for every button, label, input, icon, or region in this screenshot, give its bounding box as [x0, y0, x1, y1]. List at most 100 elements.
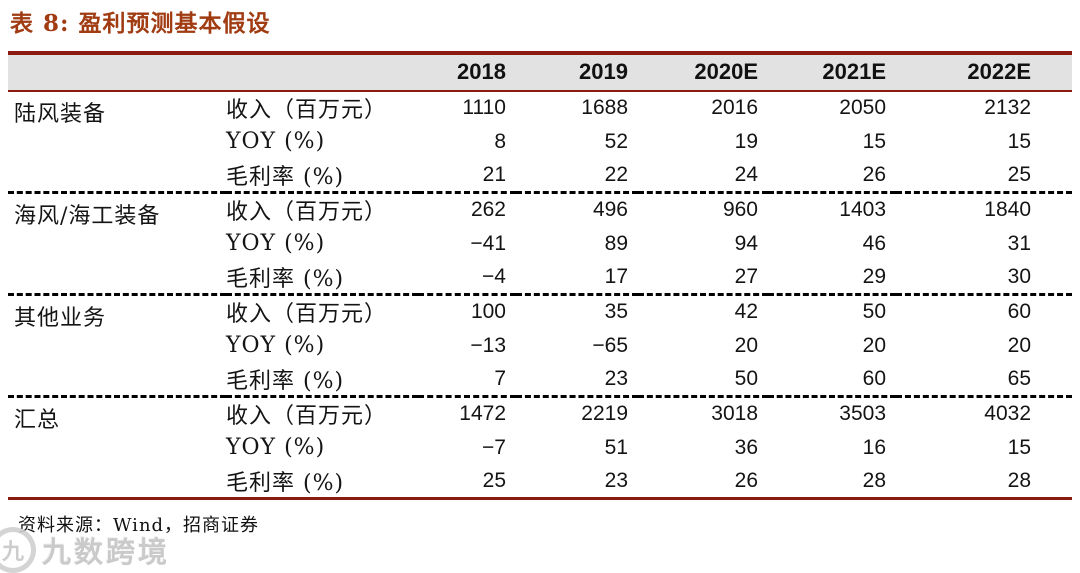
value-cell: 16	[862, 435, 886, 459]
value-cell: 100	[418, 293, 516, 329]
value-cell: 22	[604, 162, 628, 186]
segment-column-header	[8, 52, 226, 92]
table-row: 海风/海工装备 收入（百万元） 262 496 960 1403 1840	[8, 191, 1072, 295]
value-cell: 52	[604, 129, 628, 153]
table-row: 毛利率 (%) 25 23 26 28 28	[8, 465, 1072, 499]
segment-label: 陆风装备	[14, 101, 107, 127]
value-cell: 19	[734, 129, 758, 153]
metric-label: 毛利率 (%)	[226, 368, 345, 394]
value-cell: 2132	[984, 96, 1031, 120]
value-cell: 26	[734, 468, 758, 492]
table-title: 表 8: 盈利预测基本假设	[10, 10, 271, 37]
value-cell: 1403	[768, 191, 896, 227]
value-cell: 25	[1007, 162, 1031, 186]
value-cell: 15	[1007, 129, 1031, 153]
metric-label: 收入（百万元）	[226, 191, 418, 227]
table-row: YOY (%) 8 52 19 15 15	[8, 125, 1072, 159]
table-row: 陆风装备 收入（百万元） 1110 1688 2016 2050 2132	[8, 91, 1072, 127]
value-cell: 20	[862, 333, 886, 357]
metric-label: 收入（百万元）	[226, 98, 388, 124]
value-cell: 60	[896, 293, 1072, 329]
table-row: YOY (%) −7 51 36 16 15	[8, 431, 1072, 465]
value-cell: 60	[862, 366, 886, 390]
value-cell: 3018	[638, 395, 768, 431]
year-column-header: 2019	[516, 52, 638, 92]
value-cell: 1472	[418, 395, 516, 431]
table-body: 陆风装备 收入（百万元） 1110 1688 2016 2050 2132 YOY (%) 8 5…	[8, 91, 1072, 499]
year-column-header: 2022E	[896, 52, 1072, 92]
value-cell: −65	[592, 333, 628, 357]
metric-label: YOY (%)	[226, 129, 326, 155]
value-cell: 94	[734, 231, 758, 255]
metric-column-header	[226, 52, 418, 92]
value-cell: 1840	[896, 191, 1072, 227]
value-cell: 29	[862, 264, 886, 288]
value-cell: −41	[470, 231, 506, 255]
value-cell: 28	[1007, 468, 1031, 492]
value-cell: 262	[418, 191, 516, 227]
value-cell: 42	[638, 293, 768, 329]
value-cell: 2219	[516, 395, 638, 431]
year-column-header: 2018	[418, 52, 516, 92]
value-cell: 17	[604, 264, 628, 288]
metric-label: 收入（百万元）	[226, 293, 418, 329]
value-cell: 51	[604, 435, 628, 459]
table-row: 毛利率 (%) 21 22 24 26 25	[8, 159, 1072, 193]
value-cell: 25	[482, 468, 506, 492]
metric-label: YOY (%)	[226, 333, 326, 359]
metric-label: 毛利率 (%)	[226, 266, 345, 292]
metric-label: YOY (%)	[226, 231, 326, 257]
value-cell: 23	[604, 366, 628, 390]
table-row: YOY (%) −41 89 94 46 31	[8, 227, 1072, 261]
value-cell: 4032	[896, 395, 1072, 431]
value-cell: 65	[1007, 366, 1031, 390]
table-row: 汇总 收入（百万元） 1472 2219 3018 3503 4032	[8, 395, 1072, 499]
value-cell: 27	[734, 264, 758, 288]
table-row: 其他业务 收入（百万元） 100 35 42 50 60	[8, 293, 1072, 397]
value-cell: 50	[768, 293, 896, 329]
header-row: 2018 2019 2020E 2021E 2022E	[8, 52, 1072, 92]
metric-label: YOY (%)	[226, 435, 326, 461]
value-cell: 20	[1007, 333, 1031, 357]
value-cell: 24	[734, 162, 758, 186]
value-cell: 960	[638, 191, 768, 227]
value-cell: 15	[1007, 435, 1031, 459]
value-cell: 2050	[839, 96, 886, 120]
value-cell: 8	[494, 129, 506, 153]
value-cell: 21	[482, 162, 506, 186]
value-cell: 89	[604, 231, 628, 255]
segment-label: 海风/海工装备	[8, 191, 226, 295]
metric-label: 毛利率 (%)	[226, 164, 345, 190]
value-cell: 36	[734, 435, 758, 459]
value-cell: 1110	[462, 96, 506, 120]
value-cell: 31	[1007, 231, 1031, 255]
table-row: 毛利率 (%) 7 23 50 60 65	[8, 363, 1072, 397]
value-cell: 46	[862, 231, 886, 255]
table-row: 毛利率 (%) −4 17 27 29 30	[8, 261, 1072, 295]
value-cell: −4	[482, 264, 506, 288]
value-cell: 26	[862, 162, 886, 186]
segment-label: 汇总	[8, 395, 226, 499]
value-cell: 3503	[768, 395, 896, 431]
value-cell: 23	[604, 468, 628, 492]
value-cell: 496	[516, 191, 638, 227]
value-cell: 1688	[581, 96, 628, 120]
segment-label: 其他业务	[8, 293, 226, 397]
table-row: YOY (%) −13 −65 20 20 20	[8, 329, 1072, 363]
value-cell: 20	[734, 333, 758, 357]
year-column-header: 2021E	[768, 52, 896, 92]
value-cell: 50	[734, 366, 758, 390]
value-cell: 30	[1007, 264, 1031, 288]
forecast-assumptions-table: 2018 2019 2020E 2021E 2022E 陆风装备 收入（百万元） 1…	[8, 50, 1072, 501]
metric-label: 毛利率 (%)	[226, 470, 345, 496]
value-cell: −13	[470, 333, 506, 357]
value-cell: 35	[516, 293, 638, 329]
report-page: 表 8: 盈利预测基本假设 2018 2019 2020E 2021E 2022…	[8, 10, 1072, 537]
value-cell: 28	[862, 468, 886, 492]
metric-label: 收入（百万元）	[226, 395, 418, 431]
source-note: 资料来源：Wind，招商证券	[18, 515, 260, 537]
value-cell: 15	[862, 129, 886, 153]
value-cell: 2016	[711, 96, 758, 120]
value-cell: −7	[482, 435, 506, 459]
value-cell: 7	[494, 366, 506, 390]
